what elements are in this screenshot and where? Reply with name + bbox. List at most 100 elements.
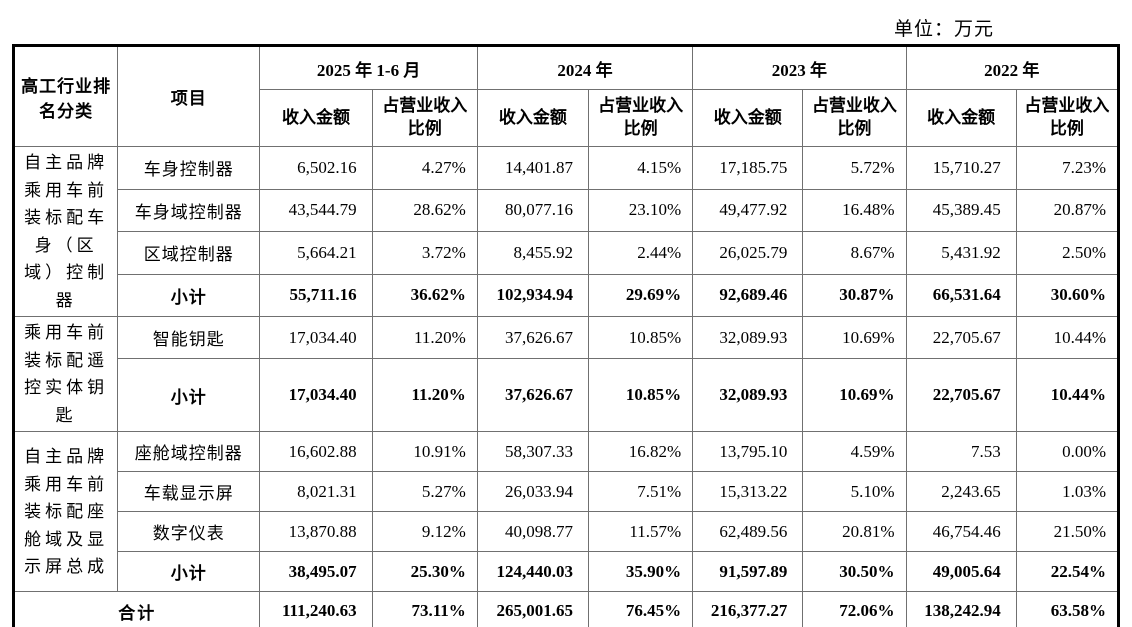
ratio-value: 4.15% [587, 146, 694, 190]
ratio-value: 25.30% [371, 551, 478, 593]
total-revenue-value: 265,001.65 [476, 591, 590, 627]
revenue-value: 2,243.65 [905, 471, 1017, 513]
ratio-value: 20.81% [802, 511, 907, 553]
ratio-value: 30.50% [802, 551, 907, 593]
ratio-value: 28.62% [371, 188, 478, 233]
item-cell: 车身域控制器 [117, 188, 261, 233]
ratio-subheader: 占营业收入比例 [587, 89, 694, 147]
revenue-value: 22,705.67 [905, 316, 1017, 360]
ratio-value: 5.10% [802, 471, 907, 513]
item-cell: 小计 [117, 273, 261, 318]
revenue-value: 92,689.46 [692, 273, 804, 318]
data-row: 自主品牌乘用车前装标配车身（区域）控制器 车身控制器 6,502.16 4.27% 14… [12, 145, 1120, 318]
revenue-value: 16,602.88 [259, 431, 373, 473]
sub-header-row: 收入金额 占营业收入比例 收入金额 占营业收入比例 收入金额 占营业收入比例 收… [14, 89, 1120, 147]
revenue-value: 102,934.94 [476, 273, 590, 318]
revenue-subheader: 收入金额 [692, 89, 804, 147]
year-header-2024: 2024 年 [476, 45, 694, 90]
revenue-value: 8,455.92 [476, 231, 590, 275]
category-cell-group-2: 乘用车前装标配遥控实体钥匙 [12, 316, 119, 433]
subtotal-row: 小计 38,495.07 25.30% 124,440.03 35.90% 91,597.… [14, 551, 1120, 593]
total-row: 合计 111,240.63 73.11% 265,001.65 76.45% 216,37… [12, 591, 1120, 627]
ratio-value: 11.20% [371, 316, 478, 360]
revenue-value: 58,307.33 [476, 431, 590, 473]
revenue-value: 49,477.92 [692, 188, 804, 233]
ratio-value: 10.91% [371, 431, 478, 473]
data-row: 车身域控制器 43,544.79 28.62% 80,077.16 23.10% 49,4… [14, 188, 1120, 233]
revenue-value: 26,033.94 [476, 471, 590, 513]
ratio-value: 10.85% [587, 358, 694, 433]
item-cell: 座舱域控制器 [117, 431, 261, 473]
revenue-breakdown-table: 高工行业排名分类 项目 2025 年 1-6 月 2024 年 2023 年 2… [12, 44, 1120, 627]
ratio-value: 11.57% [587, 511, 694, 553]
total-revenue-value: 111,240.63 [259, 591, 373, 627]
ratio-value-highlighted: 35.90% [587, 551, 694, 593]
revenue-value: 62,489.56 [692, 511, 804, 553]
ratio-value: 20.87% [1015, 188, 1120, 233]
item-cell: 小计 [117, 551, 261, 593]
ratio-value: 10.69% [802, 358, 907, 433]
item-header: 项目 [117, 45, 261, 147]
ratio-value: 5.72% [802, 146, 907, 190]
ratio-value: 16.48% [802, 188, 907, 233]
ratio-subheader: 占营业收入比例 [371, 89, 478, 147]
total-label: 合计 [12, 591, 261, 627]
revenue-value: 13,870.88 [259, 511, 373, 553]
revenue-value: 37,626.67 [476, 358, 590, 433]
data-row: 数字仪表 13,870.88 9.12% 40,098.77 11.57% 62,489.… [14, 511, 1120, 553]
data-row: 乘用车前装标配遥控实体钥匙 智能钥匙 17,034.40 11.20% 37,626.6… [12, 316, 1120, 433]
subtotal-row: 小计 55,711.16 36.62% 102,934.94 29.69% 92,689.… [14, 273, 1120, 318]
revenue-value: 49,005.64 [905, 551, 1017, 593]
ratio-value: 10.69% [802, 316, 907, 360]
revenue-value: 45,389.45 [905, 188, 1017, 233]
year-header-2022: 2022 年 [905, 45, 1120, 90]
revenue-value: 17,185.75 [692, 146, 804, 190]
total-ratio-value: 76.45% [587, 591, 694, 627]
item-cell: 智能钥匙 [117, 316, 261, 360]
ratio-value: 1.03% [1015, 471, 1120, 513]
unit-label: 单位：万元 [893, 19, 994, 40]
revenue-value: 37,626.67 [476, 316, 590, 360]
ratio-value: 23.10% [587, 188, 694, 233]
item-cell: 车载显示屏 [117, 471, 261, 513]
revenue-value: 7.53 [905, 431, 1017, 473]
data-row: 车载显示屏 8,021.31 5.27% 26,033.94 7.51% 15,313.2… [14, 471, 1120, 513]
category-cell-group-1: 自主品牌乘用车前装标配车身（区域）控制器 [12, 145, 119, 318]
ratio-value: 22.54% [1015, 551, 1120, 593]
data-row: 区域控制器 5,664.21 3.72% 8,455.92 2.44% 26,025.79… [14, 231, 1120, 275]
year-header-row: 高工行业排名分类 项目 2025 年 1-6 月 2024 年 2023 年 2… [12, 45, 1120, 147]
ratio-value: 30.87% [802, 273, 907, 318]
item-cell: 小计 [117, 358, 261, 433]
revenue-value: 5,664.21 [259, 231, 373, 275]
total-revenue-value: 216,377.27 [692, 591, 804, 627]
revenue-value: 32,089.93 [692, 358, 804, 433]
ratio-value: 2.50% [1015, 231, 1120, 275]
revenue-value: 6,502.16 [259, 146, 373, 190]
revenue-value: 40,098.77 [476, 511, 590, 553]
revenue-value: 46,754.46 [905, 511, 1017, 553]
item-cell: 数字仪表 [117, 511, 261, 553]
revenue-value: 17,034.40 [259, 358, 373, 433]
ratio-value: 3.72% [371, 231, 478, 275]
ratio-value: 7.23% [1015, 146, 1120, 190]
ratio-value: 30.60% [1015, 273, 1120, 318]
revenue-value: 55,711.16 [259, 273, 373, 318]
ratio-value: 10.85% [587, 316, 694, 360]
revenue-value: 13,795.10 [692, 431, 804, 473]
revenue-value: 66,531.64 [905, 273, 1017, 318]
revenue-subheader: 收入金额 [476, 89, 590, 147]
total-ratio-value: 63.58% [1015, 591, 1120, 627]
revenue-value: 91,597.89 [692, 551, 804, 593]
revenue-value: 5,431.92 [905, 231, 1017, 275]
total-revenue-value: 138,242.94 [905, 591, 1017, 627]
ratio-value: 11.20% [371, 358, 478, 433]
ratio-value: 5.27% [371, 471, 478, 513]
revenue-value: 38,495.07 [259, 551, 373, 593]
revenue-value: 22,705.67 [905, 358, 1017, 433]
revenue-value: 32,089.93 [692, 316, 804, 360]
ratio-value: 4.59% [802, 431, 907, 473]
revenue-subheader: 收入金额 [905, 89, 1017, 147]
revenue-value: 43,544.79 [259, 188, 373, 233]
total-ratio-value: 72.06% [802, 591, 907, 627]
